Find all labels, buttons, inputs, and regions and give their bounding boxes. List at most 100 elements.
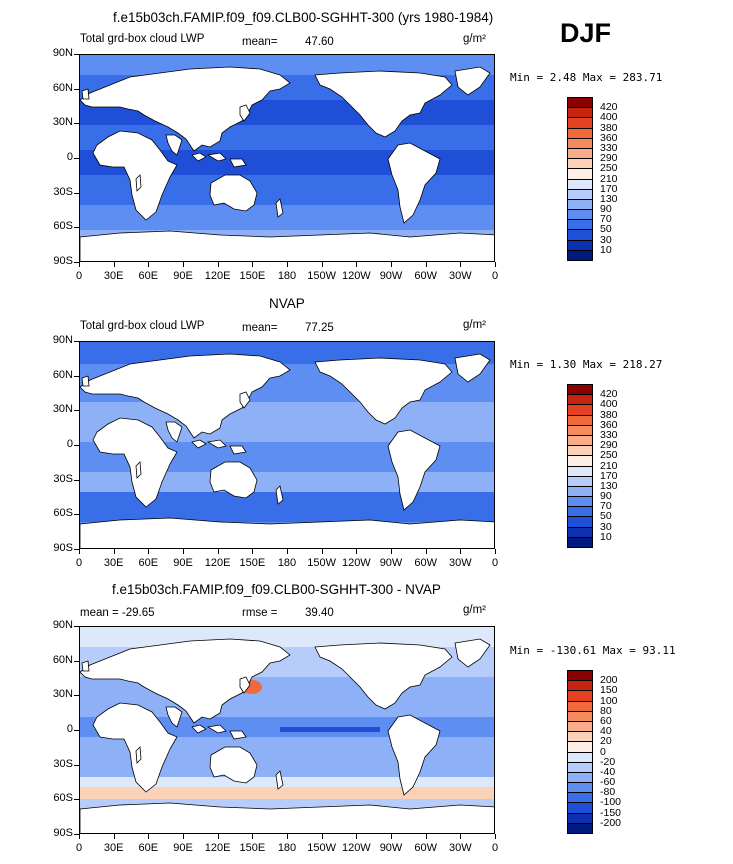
continent-outline bbox=[209, 461, 258, 499]
colorbar-label: 90 bbox=[600, 490, 612, 503]
y-tick bbox=[74, 192, 79, 194]
units-label: g/m² bbox=[463, 604, 486, 616]
negative-anomaly bbox=[280, 727, 380, 732]
colorbar-label: 130 bbox=[600, 192, 618, 205]
contour-band bbox=[80, 472, 494, 492]
colorbar-label: -200 bbox=[600, 816, 622, 829]
y-tick-label: 90S bbox=[53, 255, 73, 267]
x-tick-label: 60E bbox=[138, 842, 159, 854]
continent-outline bbox=[239, 104, 251, 122]
x-tick-label: 60E bbox=[138, 270, 159, 282]
continent-outline bbox=[239, 676, 251, 694]
stat-mean-label: mean = -29.65 bbox=[80, 607, 155, 619]
colorbar-label: 50 bbox=[600, 510, 612, 523]
x-tick bbox=[252, 549, 254, 554]
x-tick bbox=[356, 549, 358, 554]
x-tick-label: 90W bbox=[379, 557, 403, 569]
y-tick bbox=[74, 88, 79, 90]
x-tick-label: 150E bbox=[239, 842, 266, 854]
x-tick-label: 150E bbox=[239, 270, 266, 282]
colorbar-label: 60 bbox=[600, 714, 612, 727]
continent-outline bbox=[80, 353, 291, 439]
x-tick bbox=[183, 262, 184, 267]
continent-outline bbox=[80, 638, 291, 724]
x-tick-label: 60E bbox=[138, 557, 159, 569]
colorbar-label: 360 bbox=[600, 418, 618, 431]
colorbar-label: 70 bbox=[600, 213, 612, 226]
colorbar-label: 30 bbox=[600, 233, 612, 246]
x-tick bbox=[460, 834, 462, 839]
y-tick-label: 90S bbox=[53, 827, 73, 839]
x-tick bbox=[148, 834, 150, 839]
y-tick-label: 60S bbox=[53, 220, 73, 233]
colorbar-swatch bbox=[567, 822, 593, 834]
continent-outline bbox=[314, 70, 453, 138]
x-tick-label: 90E bbox=[173, 557, 193, 569]
colorbar-label: 250 bbox=[600, 162, 618, 175]
stat-value: 47.60 bbox=[305, 36, 334, 48]
colorbar-label: 40 bbox=[600, 725, 612, 738]
continent-outline bbox=[387, 714, 441, 796]
continent-outline bbox=[92, 130, 178, 221]
x-tick bbox=[79, 834, 80, 839]
colorbar: 420 400 380 360 330 290 250 210 170 130 90 70 50 30 10 bbox=[567, 97, 618, 261]
colorbar-label: 200 bbox=[600, 674, 618, 687]
continent-outline bbox=[454, 638, 491, 668]
continent-outline bbox=[275, 485, 284, 505]
y-tick bbox=[74, 375, 79, 377]
y-tick-label: 90S bbox=[53, 542, 73, 554]
continent-outline bbox=[275, 198, 284, 218]
y-tick bbox=[74, 158, 79, 159]
y-tick-label: 60S bbox=[53, 792, 73, 805]
colorbar-label: 330 bbox=[600, 141, 618, 154]
x-tick bbox=[425, 262, 427, 267]
continent-outline bbox=[165, 134, 183, 156]
x-tick-label: 60W bbox=[414, 270, 437, 282]
x-tick-label: 30W bbox=[449, 270, 472, 282]
colorbar-label: 290 bbox=[600, 439, 618, 452]
variable-label: Total grd-box cloud LWP bbox=[80, 320, 205, 332]
y-tick-label: 60N bbox=[52, 81, 73, 94]
x-tick bbox=[495, 549, 496, 554]
y-tick-label: 30S bbox=[53, 185, 73, 198]
y-tick bbox=[74, 695, 79, 697]
y-tick bbox=[74, 730, 79, 731]
continent-outline bbox=[165, 421, 183, 443]
x-tick bbox=[425, 834, 427, 839]
y-tick-label: 0 bbox=[66, 438, 73, 450]
x-tick bbox=[425, 549, 427, 554]
colorbar-swatch bbox=[567, 249, 593, 261]
y-tick-label: 30S bbox=[53, 757, 73, 770]
x-tick-label: 180 bbox=[277, 842, 297, 854]
y-tick bbox=[74, 626, 79, 627]
y-tick-label: 90N bbox=[52, 334, 73, 346]
season-label: DJF bbox=[560, 18, 612, 48]
colorbar-label: 420 bbox=[600, 388, 618, 401]
y-tick bbox=[74, 123, 79, 125]
x-tick bbox=[460, 262, 462, 267]
x-tick bbox=[252, 262, 254, 267]
colorbar-label: 250 bbox=[600, 449, 618, 462]
min-max-label: Min = 1.30 Max = 218.27 bbox=[510, 358, 663, 371]
x-tick-label: 120E bbox=[204, 842, 231, 854]
x-tick bbox=[79, 549, 80, 554]
x-tick-label: 0 bbox=[75, 270, 83, 282]
contour-band bbox=[80, 342, 494, 364]
contour-band bbox=[80, 627, 494, 647]
colorbar-label: 70 bbox=[600, 500, 612, 513]
colorbar-label: -80 bbox=[600, 786, 616, 799]
x-tick bbox=[321, 262, 323, 267]
y-tick bbox=[74, 660, 79, 662]
y-tick bbox=[74, 262, 79, 263]
x-tick bbox=[217, 262, 219, 267]
continent-outline bbox=[135, 174, 142, 192]
x-tick bbox=[217, 549, 219, 554]
continent-outline bbox=[81, 660, 90, 672]
units-label: g/m² bbox=[463, 33, 486, 45]
y-tick bbox=[74, 514, 79, 516]
x-tick-label: 30E bbox=[103, 270, 124, 282]
x-tick-label: 90W bbox=[379, 842, 403, 854]
continent-outline bbox=[191, 724, 247, 740]
x-tick-label: 60W bbox=[414, 557, 437, 569]
colorbar-label: 50 bbox=[600, 223, 612, 236]
